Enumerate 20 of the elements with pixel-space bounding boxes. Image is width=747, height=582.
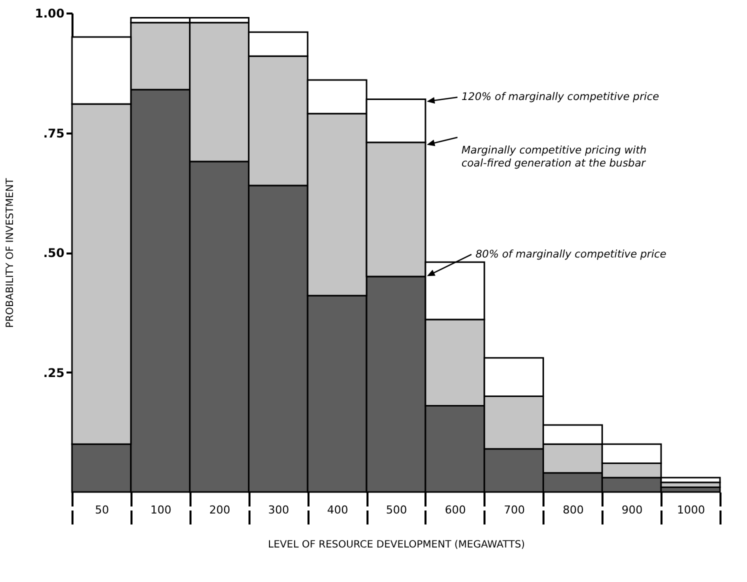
text: Marginally competitive pricing with coal-fired generation at the busbar [461, 144, 646, 170]
x-tick-label: 100 [150, 504, 172, 516]
x-tick-label: 400 [327, 504, 348, 516]
y-tick-label: 1.00 [34, 6, 64, 20]
x-tick-label: 900 [622, 504, 643, 516]
x-tick-label: 50 [94, 504, 109, 516]
x-tick-label: 800 [562, 504, 584, 516]
y-tick-label: .75 [43, 126, 64, 140]
y-tick-label: .50 [43, 246, 64, 260]
x-axis-title: LEVEL OF RESOURCE DEVELOPMENT (MEGAWATTS) [268, 540, 526, 550]
x-tick-label: 1000 [677, 504, 706, 516]
legend-label: 120% of marginally competitive price [461, 91, 660, 104]
x-tick-label: 700 [504, 504, 525, 516]
y-tick-label: .25 [43, 366, 64, 380]
x-tick-label: 500 [386, 504, 407, 516]
y-axis-title: PROBABILITY OF INVESTMENT [4, 177, 16, 328]
x-tick-label: 600 [444, 504, 466, 516]
x-tick-label: 300 [268, 504, 290, 516]
text: 80% of marginally competitive price [475, 248, 666, 260]
x-tick-label: 200 [209, 504, 230, 516]
